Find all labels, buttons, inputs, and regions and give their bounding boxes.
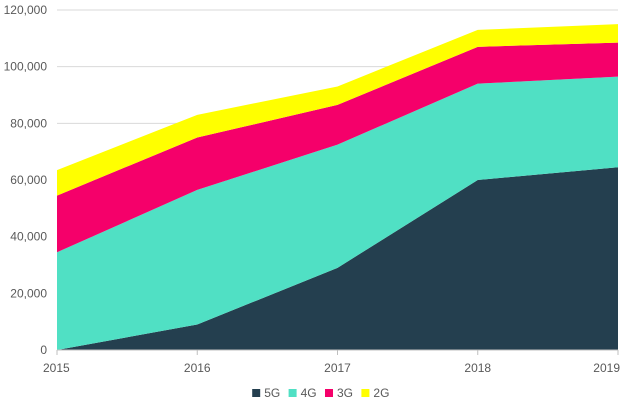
y-tick-label: 80,000 [10,116,47,130]
legend-label-2g: 2G [373,386,389,400]
legend-swatch-5g [252,389,261,397]
y-tick-label: 60,000 [10,173,47,187]
y-tick-label: 120,000 [4,3,48,17]
x-tick-label: 2015 [43,361,70,375]
series-areas [57,24,618,350]
legend-label-4g: 4G [301,386,317,400]
area-series-5g [57,167,618,350]
legend-label-5g: 5G [264,386,280,400]
area-series-2g [57,24,618,196]
legend-swatch-2g [361,389,370,397]
legend-swatch-4g [288,389,297,397]
x-tick-label: 2019 [593,361,620,375]
x-tick-label: 2016 [184,361,211,375]
y-tick-label: 20,000 [10,286,47,300]
x-tick-label: 2017 [324,361,351,375]
x-tick-label: 2018 [464,361,491,375]
legend-swatch-3g [325,389,333,397]
axes: 0 20,000 40,000 60,000 80,000 100,000 120,000 2… [4,3,621,375]
legend: 5G 4G 3G 2G [252,386,389,400]
legend-label-3g: 3G [337,386,353,400]
y-tick-label: 100,000 [4,60,48,74]
area-series-3g [57,42,618,253]
y-tick-label: 0 [40,343,47,357]
y-tick-label: 40,000 [10,230,47,244]
area-series-4g [57,76,618,350]
